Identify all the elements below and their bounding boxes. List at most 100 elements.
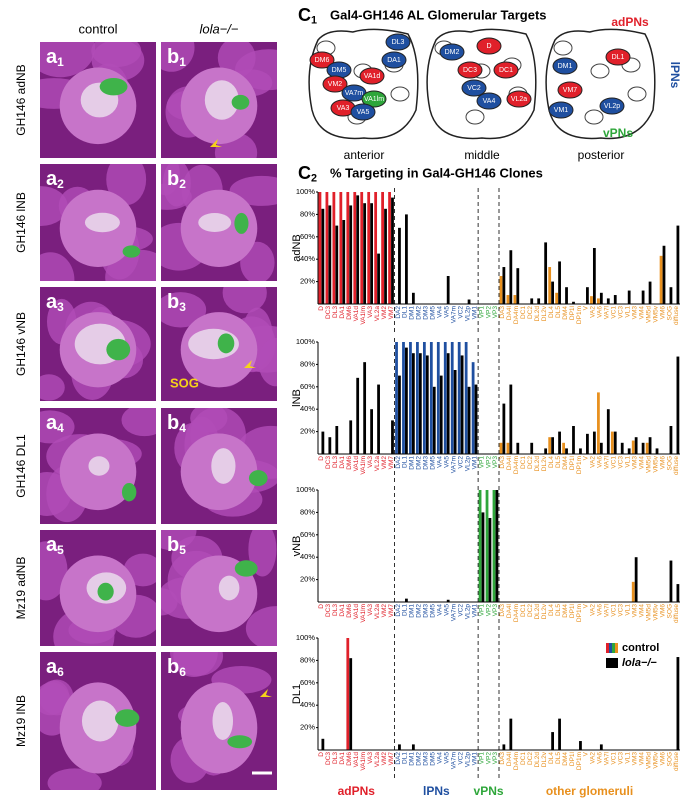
x-tick-label: DL5 (555, 752, 562, 764)
x-tick-label: DM1 (409, 306, 416, 320)
bar (506, 442, 510, 454)
arrow (210, 139, 222, 147)
bar (544, 448, 548, 454)
y-tick-label: 40% (300, 700, 315, 709)
x-tick-label: VM7 (388, 752, 395, 766)
x-tick-label: VA3 (367, 604, 374, 616)
x-tick-label: VM1 (471, 456, 478, 470)
glomerulus-label: D (486, 43, 491, 50)
x-tick-label: DL5 (555, 306, 562, 318)
x-tick-label: DP1m (576, 456, 583, 474)
x-tick-label: DC1 (520, 456, 527, 469)
bar (439, 375, 443, 454)
x-tick-label: VA5 (444, 752, 451, 764)
bar (405, 598, 408, 602)
glomerulus (506, 90, 532, 108)
bar (418, 353, 422, 454)
tissue (161, 42, 195, 72)
bar (555, 292, 559, 304)
bar (631, 581, 635, 602)
bar (318, 192, 322, 304)
x-tick-label: DP1m (576, 752, 583, 770)
row-label: GH146 lNB (14, 192, 28, 253)
micrograph-content (161, 287, 277, 388)
bar (606, 298, 610, 304)
antennal-lobe (180, 555, 258, 633)
x-tick-label: DM1 (409, 752, 416, 766)
x-tick-label: DA2 (395, 604, 402, 617)
x-tick-label: D (318, 752, 325, 757)
x-tick-label: DL1 (402, 604, 409, 616)
x-tick-label: VA2 (590, 604, 597, 616)
x-tick-label: DL3 (332, 604, 339, 616)
glomerulus-label: VM1 (554, 107, 569, 114)
x-tick-label: VM1 (471, 752, 478, 766)
panel-label-letter: C (298, 163, 311, 183)
x-tick-label: DA2 (395, 752, 402, 765)
bar (321, 738, 325, 750)
bar (457, 342, 461, 454)
bar (446, 599, 450, 602)
x-tick-label: VA7l (604, 305, 611, 319)
panel-label-letter: a (46, 291, 58, 313)
bar (422, 342, 426, 454)
x-tick-label: D (318, 456, 325, 461)
x-tick-label: VP3 (492, 456, 499, 469)
x-tick-label: VL2a (374, 456, 381, 472)
bar (586, 287, 589, 304)
bar (544, 242, 548, 304)
panel-title: Gal4-GH146 AL Glomerular Targets (330, 7, 547, 22)
y-tick-label: 20% (300, 723, 315, 732)
x-tick-label: VP3 (492, 752, 499, 765)
x-tick-label: DM2 (416, 456, 423, 470)
micrograph-content (40, 408, 156, 523)
panel-label-sub: 1 (179, 55, 186, 69)
x-tick-label: DC3 (325, 752, 332, 765)
bar (425, 355, 429, 454)
bar (597, 392, 600, 454)
x-tick-label: VA1lm (360, 456, 367, 475)
x-tick-label: DA2 (395, 456, 402, 469)
bar (513, 295, 517, 304)
tissue (40, 374, 65, 401)
clone (204, 80, 239, 120)
bar (509, 718, 513, 750)
bar (620, 442, 624, 454)
cell-bodies (231, 94, 250, 110)
bar (360, 192, 364, 304)
x-tick-label: VM3 (631, 456, 638, 470)
glomerulus-label: DC1 (499, 67, 513, 74)
x-tick-label: VM7 (388, 604, 395, 618)
panel-label: b5 (167, 534, 186, 557)
y-tick-label: 20% (300, 427, 315, 436)
micrograph-content (174, 408, 277, 517)
bar (474, 384, 478, 454)
bar (565, 287, 568, 304)
y-tick-label: 60% (300, 678, 315, 687)
bar (599, 442, 603, 454)
panel-label: a1 (46, 46, 64, 69)
y-tick-label: 60% (300, 530, 315, 539)
x-tick-label: VP3 (492, 306, 499, 319)
x-tick-label: VA1d (353, 752, 360, 768)
clone (212, 701, 234, 741)
bar (370, 203, 373, 304)
glomerulus-label: VL2p (604, 103, 620, 110)
panel-label-sub: 3 (57, 300, 64, 314)
bar (471, 362, 475, 454)
bar (346, 192, 350, 304)
x-tick-label: DL2d (534, 604, 541, 620)
x-tick-label: DL1 (402, 752, 409, 764)
bar (409, 342, 412, 454)
x-tick-label: DP1m (576, 604, 583, 622)
micrograph (40, 287, 156, 401)
panel-label-sub: 5 (57, 543, 64, 557)
bar (446, 353, 450, 454)
glomerulus-label: VL2a (511, 96, 527, 103)
micrograph (40, 164, 156, 281)
x-tick-label: DM5 (430, 752, 437, 766)
x-tick-label: VM4 (638, 752, 645, 766)
panel-label-sub: 4 (57, 421, 64, 435)
x-tick-label: DC1 (520, 306, 527, 319)
micrograph-content (40, 164, 156, 281)
